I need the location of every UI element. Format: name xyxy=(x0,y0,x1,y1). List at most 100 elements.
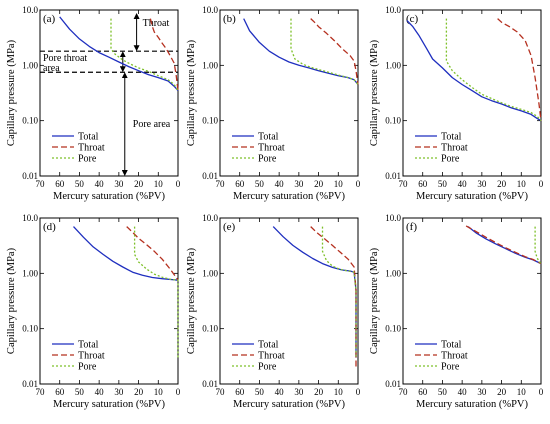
legend-label-throat: Throat xyxy=(78,351,105,362)
x-tick-label: 30 xyxy=(294,387,304,397)
y-tick-label: 0.01 xyxy=(22,379,38,389)
x-tick-label: 40 xyxy=(458,179,468,189)
legend-label-total: Total xyxy=(258,340,279,351)
plot-frame xyxy=(402,9,542,177)
panel-label: (f) xyxy=(406,221,417,233)
plot-frame xyxy=(402,217,542,385)
legend-label-total: Total xyxy=(258,132,279,143)
plot-frame xyxy=(39,217,179,385)
series-line-total xyxy=(243,18,359,85)
x-tick-label: 60 xyxy=(55,387,65,397)
y-tick-label: 0.01 xyxy=(202,171,218,181)
x-tick-label: 60 xyxy=(235,387,245,397)
series-line-throat xyxy=(310,18,359,85)
x-tick-label: 50 xyxy=(75,387,85,397)
x-tick-label: 40 xyxy=(275,179,285,189)
x-tick-label: 60 xyxy=(418,179,428,189)
legend-label-throat: Throat xyxy=(441,143,468,154)
legend-label-throat: Throat xyxy=(258,143,285,154)
x-tick-label: 10 xyxy=(334,179,344,189)
series-line-pore xyxy=(290,18,359,85)
x-tick-label: 0 xyxy=(176,179,181,189)
chart-panel-a: 70 60 50 40 30 20 10 0 0.01 0.10 1.00 10.0 Mercury s… xyxy=(6,5,181,202)
legend-label-total: Total xyxy=(441,340,462,351)
x-tick-label: 50 xyxy=(255,387,265,397)
legend-label-total: Total xyxy=(78,132,99,143)
x-tick-label: 10 xyxy=(154,179,164,189)
x-tick-label: 70 xyxy=(216,179,226,189)
y-tick-label: 0.10 xyxy=(385,324,401,334)
plot-frame xyxy=(219,9,359,177)
panel-label: (e) xyxy=(223,221,236,233)
y-tick-label: 1.00 xyxy=(385,268,401,278)
x-tick-label: 0 xyxy=(356,179,361,189)
series-line-pore xyxy=(534,226,542,265)
x-tick-label: 30 xyxy=(477,179,487,189)
series-line-throat xyxy=(126,226,179,281)
series-line-total xyxy=(272,226,357,358)
x-tick-label: 40 xyxy=(275,387,285,397)
legend-label-pore: Pore xyxy=(258,362,277,373)
x-tick-label: 0 xyxy=(356,387,361,397)
x-tick-label: 20 xyxy=(314,179,324,189)
x-axis-label: Mercury saturation (%PV) xyxy=(53,399,165,410)
panel-label: (b) xyxy=(223,13,236,25)
series-line-total xyxy=(406,19,542,122)
y-axis-label: Capillary pressure (MPa) xyxy=(6,247,17,354)
y-tick-label: 0.01 xyxy=(385,379,401,389)
y-tick-label: 0.10 xyxy=(202,324,218,334)
x-tick-label: 20 xyxy=(497,179,507,189)
y-tick-label: 0.10 xyxy=(22,116,38,126)
series-line-throat xyxy=(497,18,542,121)
y-tick-label: 0.01 xyxy=(22,171,38,181)
x-axis-label: Mercury saturation (%PV) xyxy=(416,191,528,202)
y-tick-label: 0.10 xyxy=(202,116,218,126)
x-tick-label: 60 xyxy=(418,387,428,397)
legend-label-pore: Pore xyxy=(441,154,460,165)
chart-panel-c: 70 60 50 40 30 20 10 0 0.01 0.10 1.00 10.0 Mercury s… xyxy=(369,5,544,202)
pore-throat-area-label: Pore throat xyxy=(43,53,87,64)
series-line-pore xyxy=(445,18,542,122)
x-tick-label: 50 xyxy=(75,179,85,189)
y-axis-label: Capillary pressure (MPa) xyxy=(369,247,380,354)
y-axis-label: Capillary pressure (MPa) xyxy=(6,39,17,146)
x-tick-label: 30 xyxy=(294,179,304,189)
x-tick-label: 10 xyxy=(154,387,164,397)
y-tick-label: 1.00 xyxy=(202,60,218,70)
y-tick-label: 1.00 xyxy=(22,60,38,70)
y-axis-label: Capillary pressure (MPa) xyxy=(369,39,380,146)
y-tick-label: 1.00 xyxy=(22,268,38,278)
chart-panel-e: 70 60 50 40 30 20 10 0 0.01 0.10 1.00 10.0 Mercury s… xyxy=(186,213,361,410)
series-line-pore xyxy=(110,18,179,91)
chart-panel-f: 70 60 50 40 30 20 10 0 0.01 0.10 1.00 10.0 Mercury s… xyxy=(369,213,544,410)
y-tick-label: 10.0 xyxy=(22,5,38,15)
x-tick-label: 30 xyxy=(477,387,487,397)
x-tick-label: 0 xyxy=(539,387,544,397)
throat-area-label: Throat xyxy=(143,18,170,29)
panel-label: (d) xyxy=(43,221,56,233)
x-tick-label: 20 xyxy=(314,387,324,397)
x-tick-label: 60 xyxy=(55,179,65,189)
legend-label-throat: Throat xyxy=(78,143,105,154)
y-tick-label: 0.01 xyxy=(202,379,218,389)
y-tick-label: 1.00 xyxy=(385,60,401,70)
series-line-throat xyxy=(149,18,179,91)
series-line-throat xyxy=(310,226,357,368)
x-tick-label: 10 xyxy=(334,387,344,397)
x-tick-label: 60 xyxy=(235,179,245,189)
y-tick-label: 0.10 xyxy=(385,116,401,126)
y-tick-label: 10.0 xyxy=(385,5,401,15)
pore-throat-area-label-2: area xyxy=(43,63,60,74)
x-tick-label: 70 xyxy=(399,387,409,397)
legend-label-throat: Throat xyxy=(258,351,285,362)
y-tick-label: 1.00 xyxy=(202,268,218,278)
legend-label-total: Total xyxy=(441,132,462,143)
x-tick-label: 50 xyxy=(438,387,448,397)
x-tick-label: 10 xyxy=(517,179,527,189)
x-axis-label: Mercury saturation (%PV) xyxy=(53,191,165,202)
series-line-pore xyxy=(321,226,357,358)
x-tick-label: 70 xyxy=(216,387,226,397)
plot-frame xyxy=(39,9,179,177)
y-tick-label: 10.0 xyxy=(202,213,218,223)
x-tick-label: 50 xyxy=(255,179,265,189)
